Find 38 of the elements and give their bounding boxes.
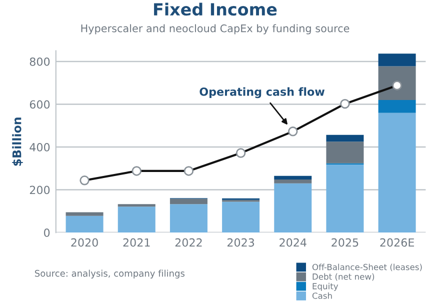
x-tick-label: 2022 [175, 238, 202, 247]
bar [118, 206, 156, 233]
chart-subtitle: Hyperscaler and neocloud CapEx by funding source [81, 24, 350, 34]
legend-label: Debt (net new) [312, 273, 374, 281]
bar [378, 66, 416, 100]
x-tick-label: 2026E [380, 238, 414, 247]
bar [170, 204, 208, 233]
x-tick-label: 2023 [227, 238, 254, 247]
bar [274, 180, 312, 184]
bar [170, 198, 208, 204]
legend-label: Cash [312, 292, 332, 299]
bar [378, 100, 416, 113]
bar [378, 112, 416, 233]
bar [66, 216, 104, 233]
x-tick-label: 2024 [280, 238, 306, 247]
y-tick-label: 800 [30, 57, 50, 66]
source-note: Source: analysis, company filings [34, 270, 184, 278]
bar [326, 142, 364, 164]
y-tick-label: 400 [30, 143, 50, 152]
bar [274, 176, 312, 180]
bar [326, 164, 364, 233]
bar [222, 202, 260, 233]
bar [378, 54, 416, 66]
x-tick-label: 2020 [71, 238, 98, 247]
legend-label: Equity [312, 282, 338, 291]
y-tick-label: 600 [30, 100, 50, 109]
chart-title: Fixed Income [154, 2, 277, 16]
legend-label: Off-Balance-Sheet (leases) [312, 264, 422, 272]
x-tick-label: 2025 [332, 238, 358, 247]
x-tick-label: 2021 [123, 238, 150, 247]
series-label: Operating cash flow [200, 87, 325, 98]
y-axis-title: $Billion [12, 118, 23, 166]
bar [66, 212, 104, 216]
y-tick-label: 200 [30, 186, 50, 194]
bar [326, 134, 364, 142]
y-tick-label: 0 [44, 228, 50, 237]
bar [118, 204, 156, 207]
bar [274, 183, 312, 233]
